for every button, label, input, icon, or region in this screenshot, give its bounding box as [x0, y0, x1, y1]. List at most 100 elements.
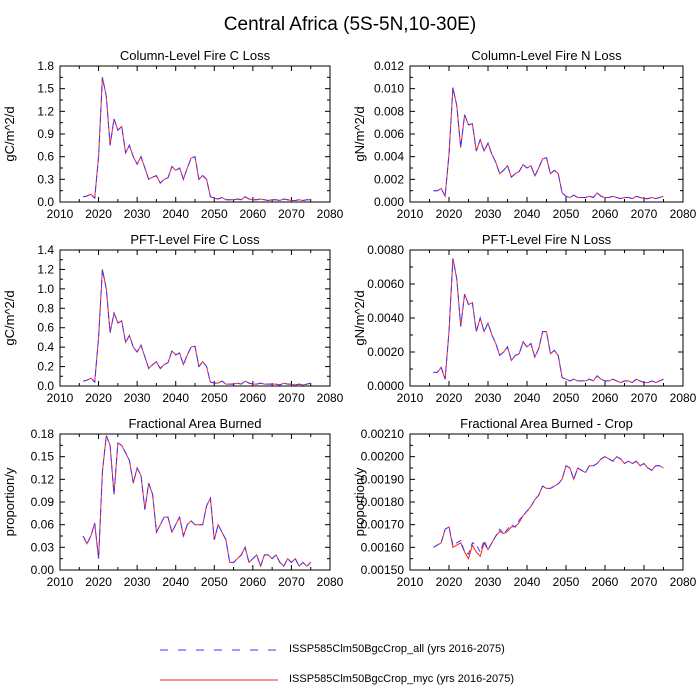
- panel-title: Fractional Area Burned - Crop: [460, 416, 633, 431]
- x-tick-label: 2040: [162, 575, 189, 589]
- y-tick-label: 1.4: [37, 243, 54, 257]
- panel-title: PFT-Level Fire C Loss: [130, 232, 260, 247]
- x-tick-label: 2060: [240, 575, 267, 589]
- y-tick-label: 1.8: [37, 59, 54, 73]
- legend-label-all: ISSP585Clm50BgcCrop_all (yrs 2016-2075): [289, 643, 505, 655]
- x-tick-label: 2080: [317, 575, 344, 589]
- x-tick-label: 2010: [397, 207, 424, 221]
- x-tick-label: 2010: [47, 391, 74, 405]
- x-tick-label: 2030: [475, 207, 502, 221]
- y-axis-label: gC/m^2/d: [2, 106, 17, 161]
- y-tick-label: 0.002: [374, 172, 404, 186]
- x-tick-label: 2050: [201, 391, 228, 405]
- y-tick-label: 0.2: [37, 360, 54, 374]
- y-tick-label: 0.006: [374, 127, 404, 141]
- x-tick-label: 2030: [475, 391, 502, 405]
- plot-frame: [409, 65, 684, 203]
- x-tick-label: 2020: [436, 391, 463, 405]
- x-tick-label: 2050: [553, 391, 580, 405]
- x-tick-label: 2020: [436, 575, 463, 589]
- series-line-all: [433, 87, 664, 200]
- series-line-myc: [82, 435, 312, 568]
- panel-5: Fractional Area Burned proportion/y 2010 20…: [2, 416, 344, 589]
- y-tick-label: 1.5: [37, 82, 54, 96]
- panel-title: Column-Level Fire N Loss: [471, 48, 622, 63]
- y-axis-label: gC/m^2/d: [2, 290, 17, 345]
- y-tick-label: 0.18: [31, 427, 55, 441]
- y-tick-label: 0.00210: [361, 427, 405, 441]
- y-tick-label: 0.0080: [367, 243, 404, 257]
- y-tick-label: 0.15: [31, 450, 55, 464]
- panel-3: PFT-Level Fire C Loss gC/m^2/d 2010 2020 203…: [2, 232, 344, 405]
- y-tick-label: 0.00150: [361, 563, 405, 577]
- panel-2: Column-Level Fire N Loss gN/m^2/d 2010 2020…: [352, 48, 697, 221]
- y-tick-label: 0.06: [31, 518, 55, 532]
- x-tick-label: 2020: [85, 575, 112, 589]
- y-tick-label: 0.0: [37, 379, 54, 393]
- series-line-myc: [433, 258, 664, 384]
- y-tick-label: 0.00200: [361, 450, 405, 464]
- y-axis-label: gN/m^2/d: [352, 106, 367, 161]
- legend-label-myc: ISSP585Clm50BgcCrop_myc (yrs 2016-2075): [289, 673, 514, 685]
- x-tick-label: 2050: [553, 575, 580, 589]
- y-tick-label: 1.0: [37, 282, 54, 296]
- y-tick-label: 0.012: [374, 59, 404, 73]
- series-line-myc: [83, 77, 311, 202]
- panel-6: Fractional Area Burned - Crop proportion/…: [352, 416, 697, 589]
- x-tick-label: 2030: [124, 391, 151, 405]
- y-tick-label: 0.9: [37, 127, 54, 141]
- y-axis-label: proportion/y: [352, 467, 367, 536]
- panel-title: Fractional Area Burned: [129, 416, 262, 431]
- x-tick-label: 2010: [397, 575, 424, 589]
- series-line-all: [82, 269, 311, 386]
- y-tick-label: 0.00: [31, 563, 55, 577]
- panel-4: PFT-Level Fire N Loss gN/m^2/d 2010 2020 203…: [352, 232, 697, 405]
- y-tick-label: 0.8: [37, 301, 54, 315]
- legend-swatch-myc: [160, 679, 278, 681]
- y-tick-label: 0.3: [37, 172, 54, 186]
- x-tick-label: 2030: [124, 207, 151, 221]
- y-tick-label: 0.6: [37, 321, 54, 335]
- y-tick-label: 0.0: [37, 195, 54, 209]
- x-tick-label: 2060: [240, 391, 267, 405]
- y-tick-label: 0.6: [37, 150, 54, 164]
- x-tick-label: 2080: [317, 391, 344, 405]
- x-tick-label: 2060: [240, 207, 267, 221]
- plot-frame: [59, 65, 331, 203]
- x-tick-label: 2060: [592, 207, 619, 221]
- y-tick-label: 0.0020: [367, 345, 404, 359]
- y-tick-label: 0.0040: [367, 311, 404, 325]
- x-tick-label: 2040: [514, 575, 541, 589]
- y-tick-label: 0.008: [374, 104, 404, 118]
- x-tick-label: 2070: [631, 391, 658, 405]
- x-tick-label: 2080: [670, 575, 697, 589]
- x-tick-label: 2040: [514, 207, 541, 221]
- plot-frame: [59, 249, 331, 387]
- panel-title: Column-Level Fire C Loss: [120, 48, 271, 63]
- panel-1: Column-Level Fire C Loss gC/m^2/d 2010 2020…: [2, 48, 344, 221]
- y-tick-label: 0.00170: [361, 518, 405, 532]
- panel-title: PFT-Level Fire N Loss: [482, 232, 612, 247]
- y-tick-label: 0.00160: [361, 540, 405, 554]
- x-tick-label: 2030: [475, 575, 502, 589]
- plot-frame: [409, 433, 684, 571]
- series-line-all: [82, 435, 312, 568]
- y-tick-label: 0.0000: [367, 379, 404, 393]
- y-tick-label: 0.09: [31, 495, 55, 509]
- x-tick-label: 2040: [162, 207, 189, 221]
- x-tick-label: 2010: [397, 391, 424, 405]
- x-tick-label: 2020: [436, 207, 463, 221]
- x-tick-label: 2080: [670, 207, 697, 221]
- x-tick-label: 2030: [124, 575, 151, 589]
- x-tick-label: 2070: [278, 391, 305, 405]
- x-tick-label: 2020: [85, 207, 112, 221]
- y-tick-label: 0.004: [374, 150, 404, 164]
- y-tick-label: 0.00180: [361, 495, 405, 509]
- x-tick-label: 2080: [317, 207, 344, 221]
- y-tick-label: 0.010: [374, 82, 404, 96]
- x-tick-label: 2080: [670, 391, 697, 405]
- x-tick-label: 2070: [631, 207, 658, 221]
- y-tick-label: 0.00190: [361, 472, 405, 486]
- y-tick-label: 0.4: [37, 340, 54, 354]
